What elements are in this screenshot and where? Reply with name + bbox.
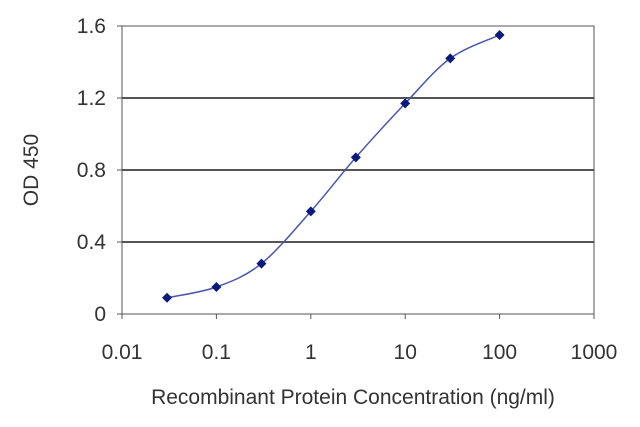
y-tick-label: 1.2	[77, 87, 106, 110]
data-point-marker	[256, 258, 267, 269]
x-axis-title: Recombinant Protein Concentration (ng/ml…	[151, 386, 555, 409]
data-point-marker	[445, 53, 456, 64]
data-point-marker	[400, 98, 411, 109]
data-point-marker	[211, 282, 222, 292]
axis-ticks	[117, 25, 595, 319]
x-tick-label: 0.01	[102, 341, 143, 364]
series-line	[166, 34, 500, 299]
y-tick-label: 1.6	[77, 15, 106, 38]
data-point-marker	[350, 152, 361, 163]
data-point-marker	[162, 292, 173, 303]
grid-lines	[122, 97, 594, 243]
y-tick-label: 0.4	[77, 231, 107, 254]
x-tick-label: 1000	[571, 341, 618, 364]
x-tick-label: 0.1	[202, 341, 231, 364]
x-tick-label: 100	[482, 341, 517, 364]
x-tick-label: 1	[305, 341, 317, 364]
y-axis-title: OD 450	[20, 134, 43, 206]
data-point-marker	[305, 206, 316, 217]
tick-labels: 0 0.4 0.8 1.2 1.6 0.01 0.1 1 10 100 1000	[77, 15, 618, 364]
y-tick-label: 0.8	[77, 159, 106, 182]
data-series	[162, 30, 505, 303]
x-tick-label: 10	[394, 341, 417, 364]
y-tick-label: 0	[94, 303, 106, 326]
data-point-marker	[494, 30, 505, 40]
